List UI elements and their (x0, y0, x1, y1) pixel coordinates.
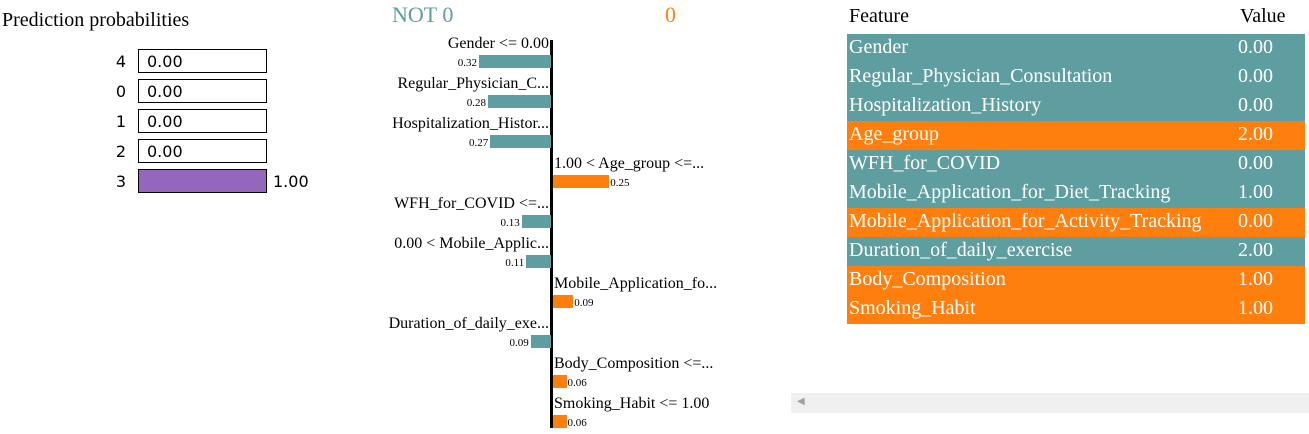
probability-row: 3 1.00 (0, 169, 330, 193)
table-header-feature: Feature (849, 5, 909, 27)
feature-bar (479, 55, 551, 68)
table-cell-feature: Hospitalization_History (849, 94, 1042, 116)
table-cell-feature: Regular_Physician_Consultation (849, 65, 1113, 87)
prediction-probabilities-title: Prediction probabilities (2, 9, 190, 31)
probability-class-label: 4 (115, 52, 126, 71)
feature-label: Gender <= 0.00 (447, 35, 549, 52)
table-cell-value: 0.00 (1238, 210, 1273, 232)
probability-value: 0.00 (147, 82, 183, 101)
explanation-chart: NOT 0 0 Gender <= 0.00 0.32 Regular_Physic… (350, 0, 790, 434)
scroll-left-arrow-icon[interactable]: ◀ (797, 396, 805, 407)
feature-bar (488, 95, 551, 108)
horizontal-scrollbar[interactable]: ◀ (791, 393, 1309, 413)
table-header-value: Value (1240, 5, 1286, 27)
feature-bar-value: 0.06 (567, 417, 587, 429)
table-cell-value: 0.00 (1238, 36, 1273, 58)
probability-bar-box (138, 139, 267, 163)
table-cell-value: 1.00 (1238, 181, 1273, 203)
feature-bar-value: 0.09 (509, 337, 529, 349)
table-cell-feature: Smoking_Habit (849, 297, 976, 319)
feature-bar (521, 215, 551, 228)
probability-row: 0 0.00 (0, 79, 330, 103)
feature-label: 1.00 < Age_group <=... (554, 155, 705, 172)
probability-bar-box (138, 109, 267, 133)
chart-axis-line (550, 40, 553, 428)
table-cell-value: 2.00 (1238, 239, 1273, 261)
feature-bar-value: 0.11 (505, 257, 525, 269)
probability-value: 1.00 (273, 172, 309, 191)
table-row: Mobile_Application_for_Diet_Tracking 1.00 (847, 179, 1305, 208)
table-row: Hospitalization_History 0.00 (847, 92, 1305, 121)
negative-class-label: NOT 0 (392, 2, 454, 27)
feature-bar (553, 375, 567, 388)
probability-value: 0.00 (147, 142, 183, 161)
positive-class-label: 0 (665, 2, 676, 27)
probability-row: 1 0.00 (0, 109, 330, 133)
feature-bar (526, 255, 551, 268)
table-row: Smoking_Habit 1.00 (847, 295, 1305, 324)
feature-label: Body_Composition <=... (554, 355, 714, 372)
table-cell-feature: WFH_for_COVID (849, 152, 1001, 174)
probability-class-label: 1 (115, 112, 126, 131)
table-cell-value: 2.00 (1238, 123, 1273, 145)
table-cell-feature: Body_Composition (849, 268, 1006, 290)
table-cell-value: 0.00 (1238, 94, 1273, 116)
table-cell-feature: Mobile_Application_for_Diet_Tracking (849, 181, 1171, 203)
table-cell-value: 1.00 (1238, 268, 1273, 290)
table-row: Gender 0.00 (847, 34, 1305, 63)
probability-bar-box (138, 79, 267, 103)
probability-bar-box (138, 169, 267, 193)
feature-bar (530, 335, 551, 348)
probability-row: 2 0.00 (0, 139, 330, 163)
probability-row: 4 0.00 (0, 49, 330, 73)
feature-bar-value: 0.13 (500, 217, 520, 229)
feature-bar-value: 0.06 (567, 377, 587, 389)
probability-bar-box (138, 49, 267, 73)
feature-label: Mobile_Application_fo... (554, 275, 718, 292)
feature-bar-value: 0.09 (574, 297, 594, 309)
probability-class-label: 0 (115, 82, 126, 101)
probability-class-label: 3 (115, 172, 126, 191)
table-cell-feature: Duration_of_daily_exercise (849, 239, 1073, 261)
probability-class-label: 2 (115, 142, 126, 161)
table-cell-value: 1.00 (1238, 297, 1273, 319)
feature-label: Smoking_Habit <= 1.00 (554, 395, 710, 412)
feature-label: Regular_Physician_C... (397, 75, 549, 92)
table-row: Duration_of_daily_exercise 2.00 (847, 237, 1305, 266)
table-row: Body_Composition 1.00 (847, 266, 1305, 295)
table-cell-feature: Gender (849, 36, 908, 58)
feature-label: Duration_of_daily_exe... (388, 315, 549, 332)
probability-value: 0.00 (147, 112, 183, 131)
probability-bar (139, 170, 266, 192)
table-cell-value: 0.00 (1238, 152, 1273, 174)
feature-label: WFH_for_COVID <=... (394, 195, 549, 212)
feature-bar-value: 0.28 (466, 97, 486, 109)
feature-bar (553, 295, 574, 308)
table-row: Age_group 2.00 (847, 121, 1305, 150)
feature-bar-value: 0.27 (469, 137, 489, 149)
feature-label: Hospitalization_Histor... (392, 115, 549, 132)
feature-bar (553, 415, 567, 428)
feature-label: 0.00 < Mobile_Applic... (394, 235, 549, 252)
table-row: WFH_for_COVID 0.00 (847, 150, 1305, 179)
feature-bar-value: 0.32 (457, 57, 477, 69)
table-cell-feature: Mobile_Application_for_Activity_Tracking (849, 210, 1202, 232)
table-row: Regular_Physician_Consultation 0.00 (847, 63, 1305, 92)
table-cell-value: 0.00 (1238, 65, 1273, 87)
table-row: Mobile_Application_for_Activity_Tracking… (847, 208, 1305, 237)
feature-bar (490, 135, 551, 148)
probability-value: 0.00 (147, 52, 183, 71)
feature-bar-value: 0.25 (610, 177, 630, 189)
table-cell-feature: Age_group (849, 123, 939, 145)
feature-bar (553, 175, 610, 188)
